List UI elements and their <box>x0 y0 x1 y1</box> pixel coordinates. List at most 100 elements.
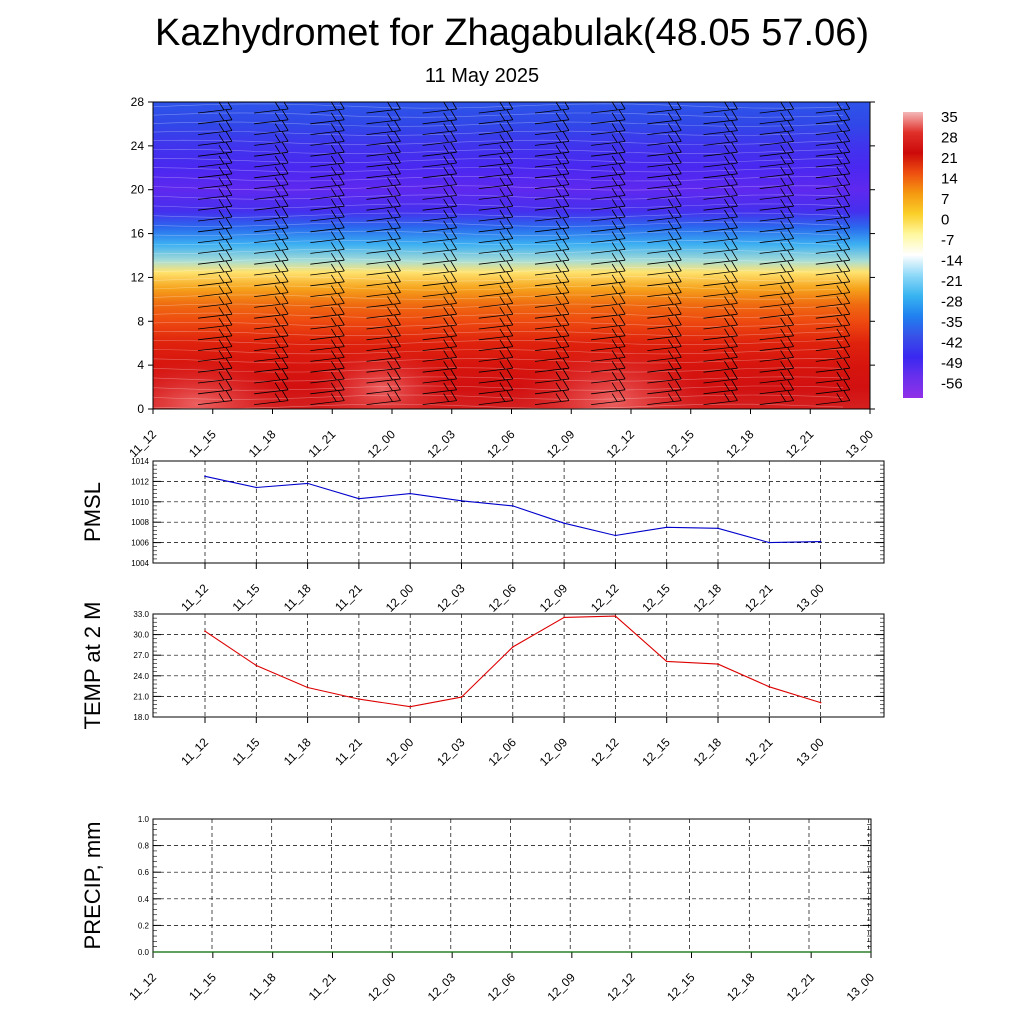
contour-line <box>153 167 844 173</box>
wind-barb <box>366 390 401 405</box>
plot-frame <box>152 460 885 564</box>
wind-barb <box>872 272 906 286</box>
x-tick-label: 12_18 <box>691 581 725 615</box>
data-point <box>306 482 309 485</box>
x-tick-label: 12_03 <box>425 970 459 1004</box>
contour-line <box>153 249 844 255</box>
contour-line <box>153 203 844 209</box>
wind-barb <box>872 239 906 253</box>
x-tick-label: 12_06 <box>485 735 519 769</box>
wind-barb <box>872 315 906 329</box>
x-tick-label: 12_00 <box>365 970 399 1004</box>
contour-line <box>153 285 844 291</box>
contour-line <box>153 340 844 346</box>
x-tick-label: 12_18 <box>724 970 758 1004</box>
y-tick-label: 0.2 <box>138 921 150 930</box>
precip-panel: 0.0 0.2 0.4 0.6 0.8 1.0 11_12 11_15 11_18 11_21 12… <box>80 815 877 1004</box>
x-tick-label: 12_03 <box>434 581 468 615</box>
colorbar-label: 14 <box>941 171 958 188</box>
x-tick-label: 12_12 <box>604 970 638 1004</box>
y-tick-label: 12 <box>131 270 145 284</box>
wind-barb <box>872 207 906 221</box>
y-tick-label: 1008 <box>131 518 149 527</box>
wind-barb <box>759 390 794 405</box>
y-tick-label: 24.0 <box>133 672 149 681</box>
warm-core <box>153 359 288 409</box>
wind-barb <box>872 283 906 297</box>
y-axis-title: PMSL <box>80 482 105 542</box>
contour-line <box>153 185 844 191</box>
wind-barb <box>197 390 233 405</box>
data-point <box>614 615 617 617</box>
data-point <box>512 505 514 507</box>
data-point <box>460 499 463 502</box>
x-tick-label: 11_21 <box>332 581 365 614</box>
wind-barb <box>872 131 906 145</box>
temperature-field <box>153 102 870 409</box>
x-tick-label: 11_12 <box>126 970 159 1003</box>
data-point <box>614 534 617 537</box>
data-point <box>717 527 719 530</box>
wind-barb <box>872 185 906 199</box>
colorbar-label: -28 <box>941 294 963 311</box>
data-point <box>512 646 514 648</box>
data-point <box>409 705 412 708</box>
data-point <box>460 696 463 698</box>
wind-barb <box>534 390 570 405</box>
wind-barb <box>478 390 514 405</box>
colorbar: 35 28 21 14 7 0 -7 -14 -21 -28 -35 -42 -49 -56 <box>903 109 963 398</box>
x-tick-label: 12_18 <box>691 735 725 769</box>
x-tick-label: 11_21 <box>306 427 339 460</box>
wind-barb <box>872 250 906 264</box>
contour-line <box>153 358 844 364</box>
contour-line <box>153 148 844 155</box>
y-tick-label: 0.8 <box>138 842 150 851</box>
x-tick-label: 11_18 <box>246 970 279 1003</box>
contour-line <box>153 276 844 282</box>
y-tick-label: 0.4 <box>138 895 150 904</box>
y-tick-label: 20 <box>131 183 145 197</box>
contour-line <box>153 130 844 136</box>
colorbar-label: -7 <box>941 232 954 249</box>
data-point <box>819 701 822 704</box>
y-axis-title: PRECIP, mm <box>80 822 105 950</box>
page-title: Kazhydromet for Zhagabulak(48.05 57.06) <box>155 12 869 54</box>
x-tick-label: 11_15 <box>230 735 263 768</box>
wind-barb <box>872 164 906 178</box>
plot-frame <box>152 613 885 718</box>
y-tick-label: 24 <box>131 139 145 153</box>
contour-line <box>153 267 844 273</box>
colorbar-label: -42 <box>941 335 963 352</box>
wind-barb <box>422 390 458 405</box>
x-tick-label: 11_12 <box>178 581 211 614</box>
data-point <box>665 526 668 529</box>
x-tick-label: 13_00 <box>793 735 827 769</box>
colorbar-label: 28 <box>941 130 958 147</box>
contour-line <box>153 376 844 382</box>
colorbar-label: 7 <box>941 191 949 208</box>
data-point <box>409 492 412 495</box>
y-tick-label: 1.0 <box>138 815 150 824</box>
y-tick-label: 0.0 <box>138 948 150 957</box>
contour-line <box>153 176 844 182</box>
wind-barb <box>872 358 906 372</box>
cross-section-panel: 0 4 8 12 16 20 24 28 11_12 11_15 11_18 11_21 12_00 12… <box>126 95 906 461</box>
data-point <box>768 541 771 544</box>
contour-line <box>153 385 844 391</box>
y-tick-label: 30.0 <box>133 631 149 640</box>
page-subtitle: 11 May 2025 <box>424 65 540 87</box>
data-point <box>665 660 668 663</box>
contour-line <box>153 121 844 127</box>
contour-line <box>153 312 844 318</box>
x-tick-label: 12_15 <box>639 735 673 769</box>
y-tick-label: 28 <box>131 95 145 109</box>
x-tick-label: 11_12 <box>126 427 159 460</box>
contour-lines <box>153 103 844 409</box>
y-tick-label: 1010 <box>131 498 149 507</box>
x-tick-label: 12_21 <box>784 970 818 1004</box>
wind-barb <box>872 99 906 113</box>
data-point <box>563 522 565 525</box>
x-tick-label: 11_21 <box>332 735 365 768</box>
colorbar-label: -49 <box>941 355 963 372</box>
data-point <box>768 685 771 688</box>
